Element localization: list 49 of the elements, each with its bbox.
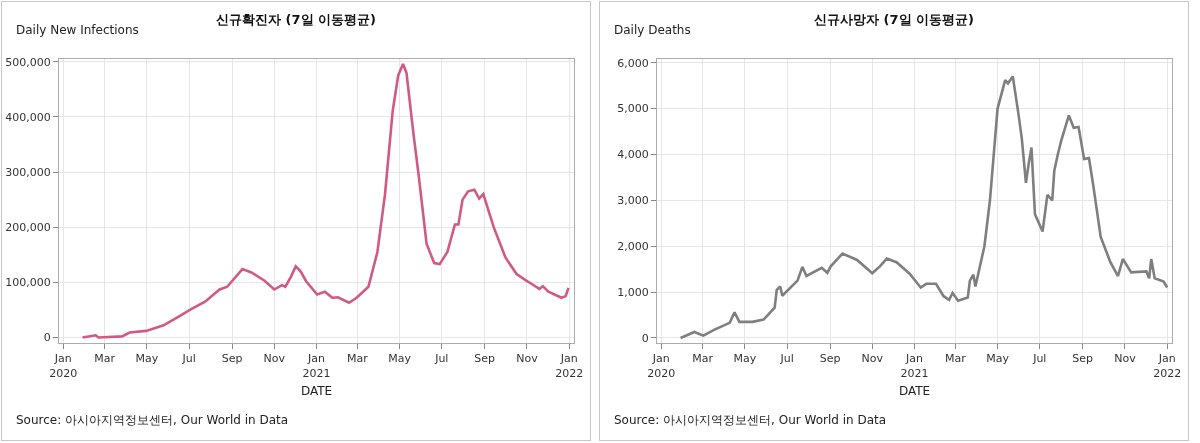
x-tick-label: Jan 2022 [1153, 352, 1182, 380]
y-tick-label: 400,000 [5, 110, 51, 124]
x-tick-label: Sep [221, 352, 243, 366]
y-tick-label: 0 [641, 331, 649, 345]
y-tick-label: 300,000 [5, 165, 51, 179]
x-axis-title: DATE [898, 384, 931, 399]
x-tick-label: Mar [94, 352, 116, 366]
chart-title: 신규사망자 (7일 이동평균) [814, 12, 974, 28]
y-tick-label: 2,000 [617, 240, 649, 254]
y-tick-label: 200,000 [5, 221, 51, 235]
x-tick-label: Mar [346, 352, 369, 366]
x-tick-label: Jul [1032, 352, 1047, 366]
line-series [81, 62, 570, 339]
x-tick-label: Nov [263, 352, 286, 366]
y-axis-title: Daily New Infections [16, 23, 139, 37]
x-tick-label: Jan 2022 [555, 352, 584, 380]
y-tick-label: 0 [43, 331, 51, 345]
x-tick-label: Sep [819, 352, 841, 366]
y-tick-label: 500,000 [5, 55, 51, 69]
x-tick-label: Nov [516, 352, 539, 366]
x-tick-label: Jul [434, 352, 449, 366]
chart-title: 신규확진자 (7일 이동평균) [216, 12, 376, 28]
x-tick-label: Jan 2021 [302, 352, 331, 380]
y-tick-label: 6,000 [617, 56, 649, 70]
line-series [679, 75, 1169, 340]
source-note: Source: 아시아지역정보센터, Our World in Data [16, 413, 289, 427]
x-tick-label: Jul [779, 352, 794, 366]
x-tick-label: Nov [861, 352, 884, 366]
x-tick-label: Sep [474, 352, 496, 366]
x-tick-label: Jan 2020 [49, 352, 78, 380]
x-tick-label: May [986, 352, 1010, 366]
x-tick-label: Mar [692, 352, 714, 366]
x-tick-label: May [135, 352, 159, 366]
y-tick-label: 100,000 [5, 276, 51, 290]
x-tick-label: Jan 2021 [900, 352, 929, 380]
y-tick-label: 3,000 [617, 194, 649, 208]
x-tick-label: May [388, 352, 412, 366]
y-tick-label: 5,000 [617, 102, 649, 116]
source-note: Source: 아시아지역정보센터, Our World in Data [614, 413, 887, 427]
x-tick-label: Jul [181, 352, 196, 366]
y-axis-title: Daily Deaths [614, 23, 691, 37]
x-tick-label: Nov [1114, 352, 1137, 366]
x-tick-label: Sep [1072, 352, 1094, 366]
x-tick-label: Mar [944, 352, 967, 366]
y-tick-label: 1,000 [617, 285, 649, 299]
y-tick-label: 4,000 [617, 148, 649, 162]
x-axis-title: DATE [300, 384, 333, 399]
x-tick-label: May [733, 352, 757, 366]
x-tick-label: Jan 2020 [647, 352, 676, 380]
